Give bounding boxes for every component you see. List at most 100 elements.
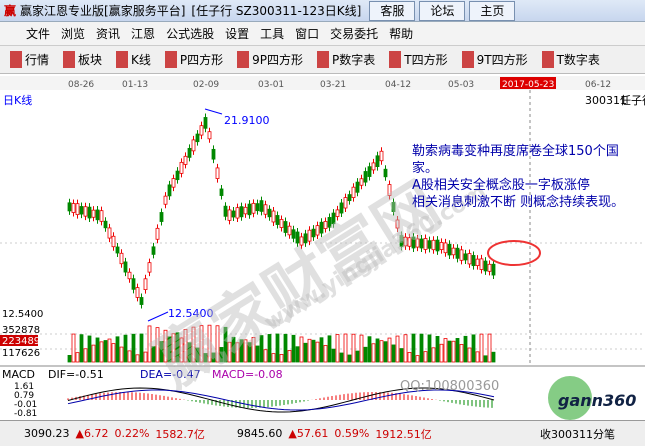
status-value: ▲57.61 xyxy=(288,427,329,440)
menu-item[interactable]: 江恩 xyxy=(131,27,156,41)
macd-label: MACD xyxy=(2,368,35,381)
candle-body xyxy=(159,212,164,222)
volume-bar xyxy=(267,334,272,363)
volume-label: 117626 xyxy=(2,348,40,359)
volume-bar xyxy=(323,345,328,363)
status-value: 0.22% xyxy=(114,427,150,440)
candle-body xyxy=(291,229,296,239)
tool-button[interactable]: P四方形 xyxy=(164,51,223,68)
volume-bar xyxy=(451,340,456,363)
volume-bar xyxy=(191,326,196,363)
candle-body xyxy=(335,209,340,217)
tool-button[interactable]: 9P四方形 xyxy=(237,51,303,68)
volume-bar xyxy=(347,354,352,363)
candle-body xyxy=(167,184,172,197)
candle-body xyxy=(87,206,92,219)
volume-bar xyxy=(199,325,204,363)
candle-body xyxy=(303,233,308,244)
link[interactable]: 客服 xyxy=(369,0,416,21)
candle-body xyxy=(363,171,368,183)
volume-bar xyxy=(243,339,248,363)
volume-bar xyxy=(219,347,224,363)
candle-body xyxy=(79,206,84,215)
link[interactable]: 论坛 xyxy=(419,0,466,21)
annotation: 勒索病毒变种再度席卷全球150个国家。 A股相关安全概念股一字板涨停 相关消息刺… xyxy=(412,143,644,211)
volume-bar xyxy=(391,344,396,363)
menu-item[interactable]: 公式选股 xyxy=(166,27,215,41)
tool-button[interactable]: T四方形 xyxy=(389,51,448,68)
menu-item[interactable]: 浏览 xyxy=(61,27,86,41)
volume-bar xyxy=(447,340,452,363)
candle-body xyxy=(323,221,328,229)
volume-label: 352878 xyxy=(2,325,40,336)
menu-item[interactable]: 帮助 xyxy=(389,27,414,41)
tool-button[interactable]: 行情 xyxy=(10,51,49,68)
candle-body xyxy=(307,229,312,242)
candle-body xyxy=(275,215,280,225)
candle-body xyxy=(371,162,376,171)
link[interactable]: 主页 xyxy=(469,0,516,21)
candle-body xyxy=(395,219,400,229)
candle-body xyxy=(263,204,268,215)
tool-button[interactable]: T数字表 xyxy=(541,51,600,68)
volume-bar xyxy=(343,333,348,363)
candle-body xyxy=(319,221,324,234)
candle-body xyxy=(95,209,100,221)
candle-body xyxy=(131,278,136,290)
volume-bar xyxy=(271,353,276,363)
candle-body xyxy=(387,184,392,196)
status-value: 0.59% xyxy=(334,427,370,440)
volume-bar xyxy=(159,341,164,363)
app-title: 赢家江恩专业版[赢家服务平台] xyxy=(20,4,186,18)
volume-bar xyxy=(291,334,296,363)
menu-item[interactable]: 资讯 xyxy=(96,27,121,41)
candle-body xyxy=(247,203,252,216)
volume-bar xyxy=(419,333,424,363)
tool-button[interactable]: P数字表 xyxy=(317,51,375,68)
volume-bar xyxy=(231,336,236,363)
menu-item[interactable]: 文件 xyxy=(26,27,51,41)
candle-body xyxy=(91,209,96,218)
dea-line xyxy=(67,389,495,411)
tool-button[interactable]: K线 xyxy=(116,51,151,68)
volume-bar xyxy=(319,337,324,363)
candle-body xyxy=(235,207,240,219)
tool-button[interactable]: 板块 xyxy=(63,51,102,68)
volume-bar xyxy=(431,347,436,363)
volume-bar xyxy=(487,333,492,363)
candle-body xyxy=(431,239,436,251)
volume-bar xyxy=(403,334,408,363)
volume-bar xyxy=(175,332,180,363)
menu-item[interactable]: 窗口 xyxy=(295,27,320,41)
volume-bar xyxy=(427,334,432,363)
candle-body xyxy=(71,203,76,213)
candle-body xyxy=(195,133,200,143)
candle-body xyxy=(207,131,212,140)
volume-bar xyxy=(75,352,80,363)
candle-body xyxy=(231,210,236,218)
volume-bar xyxy=(211,352,216,363)
candle-body xyxy=(143,278,148,291)
candle-body xyxy=(155,227,160,240)
menu-item[interactable]: 工具 xyxy=(260,27,285,41)
volume-bar xyxy=(315,341,320,363)
volume-bar xyxy=(143,351,148,363)
candle-body xyxy=(479,258,484,270)
candle-body xyxy=(215,167,220,179)
candle-body xyxy=(487,263,492,272)
volume-bar xyxy=(259,335,264,363)
candle-body xyxy=(463,253,468,261)
candle-body xyxy=(171,178,176,188)
volume-bar xyxy=(71,333,76,363)
menu-bar: 文件 浏览 资讯 江恩 公式选股 设置 工具 窗口 交易委托 帮助 xyxy=(0,22,645,46)
candle-body xyxy=(375,155,380,168)
menu-item[interactable]: 交易委托 xyxy=(330,27,379,41)
volume-bar xyxy=(471,334,476,363)
candle-body xyxy=(355,181,360,193)
tool-button[interactable]: 9T四方形 xyxy=(461,51,528,68)
volume-bar xyxy=(123,334,128,363)
menu-item[interactable]: 设置 xyxy=(225,27,250,41)
volume-bar xyxy=(423,351,428,363)
date-label: 01-13 xyxy=(122,80,148,90)
volume-bar xyxy=(387,337,392,363)
